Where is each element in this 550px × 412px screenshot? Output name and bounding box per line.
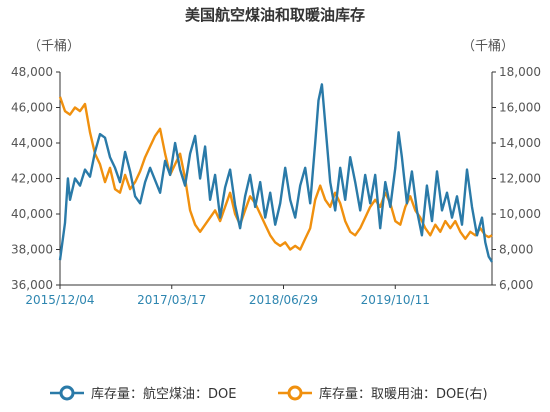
y-left-tick-label: 42,000: [11, 172, 53, 186]
heating-oil-legend-label: 库存量：取暖用油：DOE(右): [319, 386, 488, 402]
y-left-tick-label: 36,000: [11, 278, 53, 292]
y-right-tick-label: 8,000: [499, 243, 533, 257]
y-right-tick-label: 18,000: [499, 65, 541, 79]
y-right-tick-label: 16,000: [499, 101, 541, 115]
x-tick-label: 2017/03/17: [137, 293, 206, 307]
y-right-tick-label: 10,000: [499, 207, 541, 221]
y-left-tick-label: 46,000: [11, 101, 53, 115]
y-right-tick-label: 12,000: [499, 172, 541, 186]
y-right-tick-label: 6,000: [499, 278, 533, 292]
y-left-tick-label: 44,000: [11, 136, 53, 150]
chart-title: 美国航空煤油和取暖油库存: [185, 6, 365, 24]
series-layer: [58, 83, 494, 263]
legend[interactable]: 库存量：航空煤油：DOE 库存量：取暖用油：DOE(右): [50, 385, 488, 402]
jet-fuel-line: [58, 83, 494, 263]
right-axis-unit: （千桶）: [462, 39, 514, 54]
left-axis-unit: （千桶）: [28, 39, 80, 54]
axes: 36,000 38,000 40,000 42,000 44,000 46,000 48,0…: [11, 65, 541, 307]
y-left-tick-label: 48,000: [11, 65, 53, 79]
jet-fuel-legend-marker: [59, 385, 75, 401]
x-tick-label: 2018/06/29: [249, 293, 318, 307]
heating-oil-legend-marker: [287, 385, 303, 401]
jet-fuel-legend-label: 库存量：航空煤油：DOE: [91, 386, 236, 402]
heating-oil-line: [58, 96, 493, 251]
y-left-tick-label: 38,000: [11, 243, 53, 257]
y-left-tick-label: 40,000: [11, 207, 53, 221]
x-tick-label: 2015/12/04: [25, 293, 94, 307]
x-tick-label: 2019/10/11: [361, 293, 430, 307]
y-right-tick-label: 14,000: [499, 136, 541, 150]
